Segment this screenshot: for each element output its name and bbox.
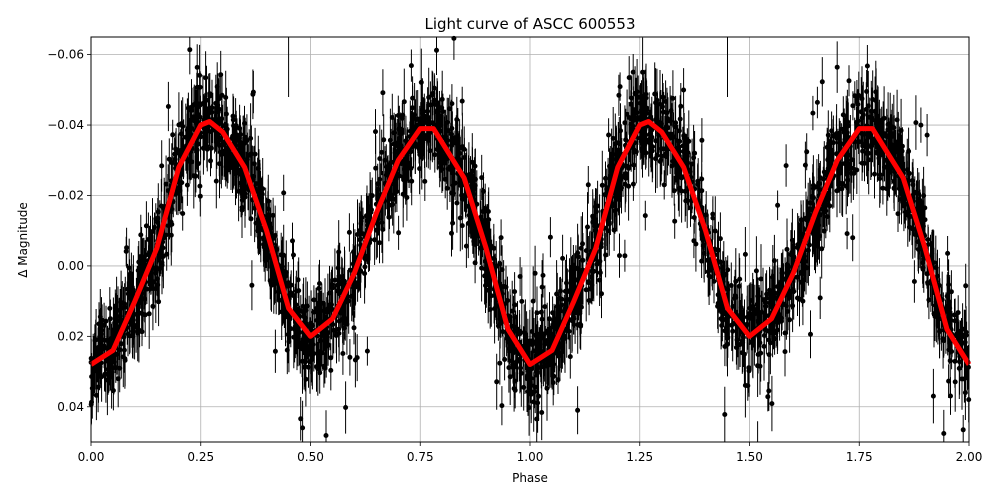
- x-tick-label: 1.00: [517, 450, 544, 464]
- y-axis-ticks: −0.06 −0.04 −0.02 0.00 0.02 0.04: [47, 48, 91, 414]
- y-tick-label: 0.04: [57, 400, 84, 414]
- y-tick-label: −0.04: [47, 118, 84, 132]
- x-tick-label: 1.50: [736, 450, 763, 464]
- x-tick-label: 0.75: [407, 450, 434, 464]
- x-tick-label: 1.25: [626, 450, 653, 464]
- x-axis-label: Phase: [512, 471, 548, 485]
- y-tick-label: 0.00: [57, 259, 84, 273]
- x-tick-label: 2.00: [956, 450, 983, 464]
- x-tick-label: 0.00: [78, 450, 105, 464]
- y-axis-label: Δ Magnitude: [16, 202, 30, 278]
- chart-title: Light curve of ASCC 600553: [425, 15, 636, 33]
- x-tick-label: 0.25: [187, 450, 214, 464]
- x-tick-label: 1.75: [846, 450, 873, 464]
- x-axis-ticks: 0.00 0.25 0.50 0.75 1.00 1.25 1.50 1.75 2.00: [78, 442, 983, 464]
- x-tick-label: 0.50: [297, 450, 324, 464]
- y-tick-label: −0.06: [47, 48, 84, 62]
- y-tick-label: 0.02: [57, 329, 84, 343]
- y-tick-label: −0.02: [47, 188, 84, 202]
- model-fit-curve: [89, 119, 972, 367]
